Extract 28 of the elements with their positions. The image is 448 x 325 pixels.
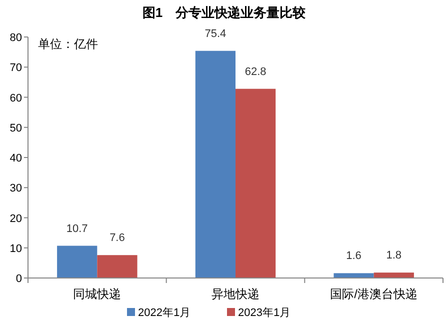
data-label: 10.7 — [66, 222, 88, 235]
data-label: 1.8 — [386, 250, 402, 262]
data-label: 1.6 — [346, 250, 362, 262]
x-tick-label: 同城快递 — [73, 287, 122, 301]
bar — [236, 88, 276, 278]
y-tick-label: 30 — [10, 182, 22, 195]
y-tick-label: 80 — [10, 32, 22, 44]
y-tick-label: 40 — [10, 152, 22, 164]
legend-label: 2022年1月 — [138, 307, 191, 319]
y-tick-label: 70 — [10, 62, 22, 74]
x-tick-label: 国际/港澳台快递 — [330, 287, 418, 301]
legend-label: 2023年1月 — [238, 307, 291, 319]
y-tick-label: 10 — [10, 242, 22, 255]
data-label: 75.4 — [204, 28, 226, 40]
bar — [97, 255, 138, 278]
y-tick-label: 20 — [10, 212, 22, 225]
y-tick-label: 60 — [10, 92, 22, 104]
chart-title: 图1 分专业快递业务量比较 — [142, 5, 307, 20]
y-tick-label: 0 — [16, 273, 22, 285]
bar — [374, 272, 414, 278]
x-tick-label: 异地快递 — [212, 287, 260, 301]
data-label: 62.8 — [244, 66, 266, 78]
data-label: 7.6 — [110, 232, 125, 244]
y-tick-label: 50 — [10, 122, 22, 134]
bar — [195, 50, 236, 278]
annotation: 单位：亿件 — [38, 37, 98, 51]
bar — [334, 273, 374, 278]
bar — [57, 246, 98, 278]
